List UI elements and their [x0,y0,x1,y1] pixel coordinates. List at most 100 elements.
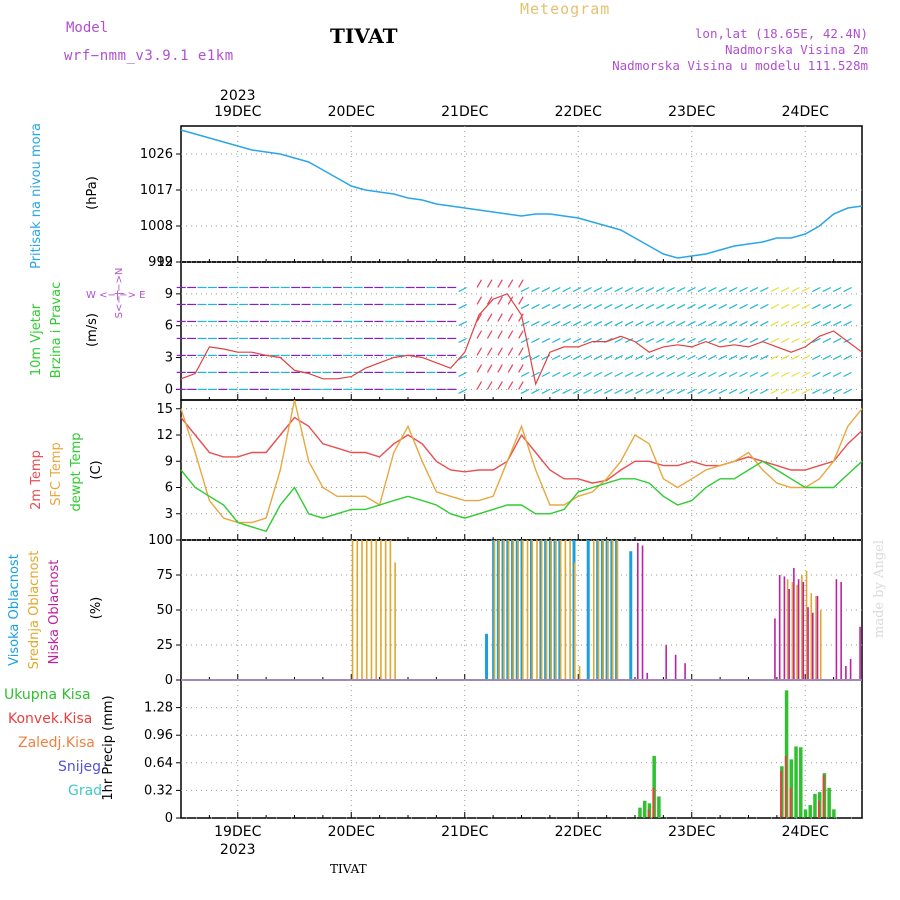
wind-barb [739,320,748,327]
wind-barb [843,371,852,378]
wind-barb [562,303,571,310]
precip-bar-ukupna-kisa [803,809,808,818]
wind-barb [562,320,571,327]
wind-barb [676,388,686,395]
cloud-bar-niska-oblacnost [807,607,809,679]
cloud-bar-srednja-oblacnost [531,540,534,679]
wind-barb [645,303,655,310]
wind-barb [676,320,686,327]
precip-bar-konvek-kisa [652,787,655,818]
wind-barb [791,286,800,293]
wind-barb [749,354,759,361]
wind-barb [635,320,644,327]
ytick-label-precipitation-0.96: 0.96 [144,728,173,743]
wind-barb [593,371,603,378]
cloud-bar-srednja-oblacnost [380,540,382,679]
wind-barb [801,286,811,293]
ytick-label-clouds-100: 100 [148,533,173,548]
wind-barb [832,320,842,327]
wind-barb [666,286,675,293]
cloud-bar-srednja-oblacnost [356,540,359,679]
precip-bar-ukupna-kisa [642,800,647,818]
precip-bar-konvek-kisa [780,770,783,818]
wind-barb [518,347,524,356]
low-cloud-ylabel: Niska Oblacnost [47,560,62,665]
ytick-label-pressure-1017: 1017 [140,183,173,198]
model-label: Model [66,20,109,36]
wind-barb [708,388,717,395]
wind-barb [520,337,530,344]
cloud-bar-niska-oblacnost [797,579,800,679]
wind-barb [583,354,592,361]
temp-unit: (C) [89,460,104,479]
wind-barb [801,337,811,344]
precip-bar-ukupna-kisa [813,793,817,818]
wind-barb [541,303,551,310]
cloud-bar-srednja-oblacnost [517,540,519,679]
wind-barb [486,313,493,322]
wind-barb [708,354,717,361]
cloud-bar-srednja-oblacnost [536,540,538,679]
wind-barb [718,354,728,361]
wind-barb [739,286,748,293]
wind-barb [697,354,707,361]
wind-barb [760,320,769,327]
wind-barb [458,354,467,361]
ytick-label-clouds-0: 0 [165,673,173,688]
wind-barb [832,388,842,395]
wind-barb [760,371,769,378]
cloud-bar-srednja-oblacnost [498,540,500,679]
wind-barb [843,320,852,327]
sfc-temp-line [180,399,863,524]
wind-barb [749,371,759,378]
wind-barb [749,337,759,344]
ytick-label-temperature-6: 6 [165,481,173,496]
wind-barb [593,303,603,310]
precip-bar-konvek-kisa [789,787,792,818]
wind-barb [822,354,832,361]
wind-barb [562,286,571,293]
wind-barb [486,364,493,373]
ytick-label-temperature-3: 3 [165,507,173,522]
wind-barb [687,286,696,293]
wind-barb [666,320,675,327]
cloud-bar-niska-oblacnost [835,579,838,679]
cloud-bar-srednja-oblacnost [507,540,510,679]
wind-barb [520,354,530,361]
cloud-bar-srednja-oblacnost [592,540,595,679]
wind-barb [728,371,738,378]
temp2m-line [180,416,863,484]
precip-bar-konvek-kisa [784,755,787,818]
wind-barb [791,354,800,361]
cloud-bar-niska-oblacnost [684,663,686,679]
wind-barb [486,296,493,305]
cloud-bar-srednja-oblacnost [791,582,794,679]
wind-barb [749,320,759,327]
wind-barb [593,354,603,361]
day-label-bottom-23DEC: 23DEC [668,824,715,840]
cloud-bar-niska-oblacnost [646,673,649,679]
precip-bar-ukupna-kisa [638,807,642,818]
wind-barb [718,337,728,344]
wind-barb [728,337,738,344]
wind-barb [780,320,790,327]
wind-barb [531,388,540,395]
wind-barb [604,371,613,378]
wind-barb [624,388,634,395]
wind-barb [676,354,686,361]
cloud-bar-srednja-oblacnost [801,575,803,679]
wind-barb [635,388,644,395]
wind-barbs [176,279,852,395]
wind-barb [822,320,832,327]
precip-legend-2: Zaledj.Kisa [18,735,95,751]
high-cloud-ylabel: Visoka Oblacnost [7,554,22,666]
cloud-unit: (%) [89,597,104,620]
wind-barb [562,354,571,361]
day-label-bottom-20DEC: 20DEC [328,824,375,840]
wind-barb [656,388,665,395]
wind-ylabel-2: Brzina i Pravac [49,282,64,379]
wind-barb [843,303,852,310]
wind-barb [497,347,503,356]
cloud-bar-srednja-oblacnost [370,540,373,679]
